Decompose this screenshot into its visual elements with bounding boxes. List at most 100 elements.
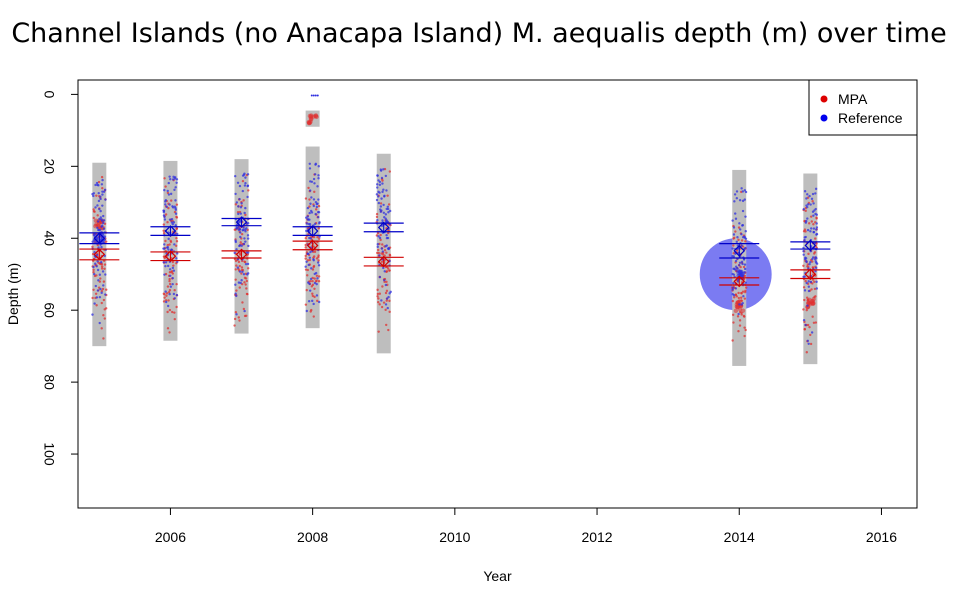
reference-point	[809, 230, 812, 233]
mpa-point	[245, 279, 249, 283]
mpa-point	[377, 330, 380, 333]
reference-point	[731, 272, 734, 276]
reference-point	[734, 287, 738, 290]
reference-point	[173, 188, 176, 192]
mpa-point	[811, 260, 814, 263]
mpa-point	[313, 295, 316, 299]
mpa-point	[814, 321, 818, 324]
reference-point	[101, 204, 104, 207]
reference-point	[735, 240, 738, 244]
reference-point	[305, 260, 308, 263]
mpa-point	[313, 250, 317, 254]
reference-point	[237, 226, 240, 229]
mpa-point	[167, 206, 170, 210]
reference-point	[166, 245, 170, 249]
mpa-point	[97, 180, 101, 184]
mpa-point	[162, 229, 165, 232]
reference-point	[94, 183, 97, 187]
mpa-point	[311, 294, 315, 298]
reference-point	[814, 192, 817, 195]
mpa-point	[737, 291, 740, 295]
mpa-point	[244, 213, 247, 217]
mpa-point	[173, 289, 176, 292]
reference-point	[376, 218, 379, 222]
reference-point	[101, 178, 104, 182]
reference-point	[732, 294, 736, 297]
reference-point	[809, 280, 813, 284]
mpa-point	[239, 241, 242, 244]
mpa-point	[812, 223, 815, 226]
mpa-point	[164, 213, 168, 216]
mpa-point	[384, 308, 387, 312]
reference-point	[378, 180, 382, 184]
reference-point	[169, 274, 172, 277]
reference-point	[244, 176, 247, 179]
mpa-point	[802, 308, 805, 311]
reference-point	[239, 206, 243, 209]
mpa-point	[743, 326, 746, 329]
mpa-point	[311, 279, 314, 283]
reference-point	[171, 178, 175, 181]
mpa-point	[243, 260, 247, 264]
reference-point	[740, 244, 743, 247]
mpa-mean-marker	[804, 268, 817, 281]
mpa-point	[103, 263, 107, 266]
reference-point	[164, 300, 168, 304]
y-tick-label: 80	[41, 374, 57, 390]
reference-point	[164, 200, 167, 203]
reference-point	[317, 264, 321, 267]
reference-point	[314, 200, 318, 204]
mpa-point	[165, 292, 169, 295]
reference-point	[92, 192, 96, 195]
mpa-point	[317, 275, 321, 278]
mpa-point	[385, 323, 388, 327]
mpa-point	[810, 288, 813, 291]
reference-point	[164, 203, 167, 206]
reference-point	[806, 339, 810, 343]
mpa-point	[807, 297, 812, 303]
reference-point	[379, 168, 383, 171]
mpa-point	[387, 203, 391, 206]
reference-point	[92, 265, 95, 269]
reference-point	[233, 251, 236, 255]
reference-point	[383, 270, 386, 273]
reference-point	[316, 261, 320, 264]
reference-point	[93, 302, 96, 305]
reference-point	[239, 212, 243, 215]
mpa-mean-marker	[93, 248, 106, 261]
reference-point	[310, 211, 314, 214]
mpa-point	[738, 324, 742, 327]
y-axis-title: Depth (m)	[5, 263, 21, 325]
reference-point	[238, 184, 242, 188]
reference-point	[100, 218, 103, 221]
reference-point	[806, 304, 809, 307]
axes-layer: 2006 2008 2010 2012 2014 2016 0 20 40 60 80 100	[41, 90, 897, 545]
mpa-point	[91, 296, 94, 300]
mpa-point	[388, 253, 392, 257]
mpa-point	[741, 290, 745, 293]
mpa-point	[245, 287, 248, 290]
mpa-point	[164, 239, 167, 243]
reference-point	[381, 182, 384, 185]
reference-point	[734, 217, 738, 220]
mpa-point	[813, 252, 816, 255]
reference-point	[802, 318, 806, 322]
mpa-point	[243, 281, 246, 284]
reference-point	[382, 188, 385, 191]
reference-point	[104, 198, 107, 201]
reference-point	[815, 280, 818, 284]
x-tick-label: 2010	[439, 529, 470, 545]
mpa-point	[237, 316, 240, 319]
reference-point	[311, 299, 314, 303]
mpa-point	[91, 245, 94, 249]
mpa-point	[733, 296, 736, 299]
reference-point	[308, 289, 312, 292]
mpa-point	[103, 317, 106, 320]
reference-point	[384, 303, 388, 306]
reference-point	[812, 230, 816, 234]
mpa-point	[743, 334, 746, 338]
legend-box	[808, 79, 918, 136]
reference-point	[312, 204, 316, 208]
reference-point	[802, 250, 805, 253]
mpa-point	[315, 274, 319, 277]
